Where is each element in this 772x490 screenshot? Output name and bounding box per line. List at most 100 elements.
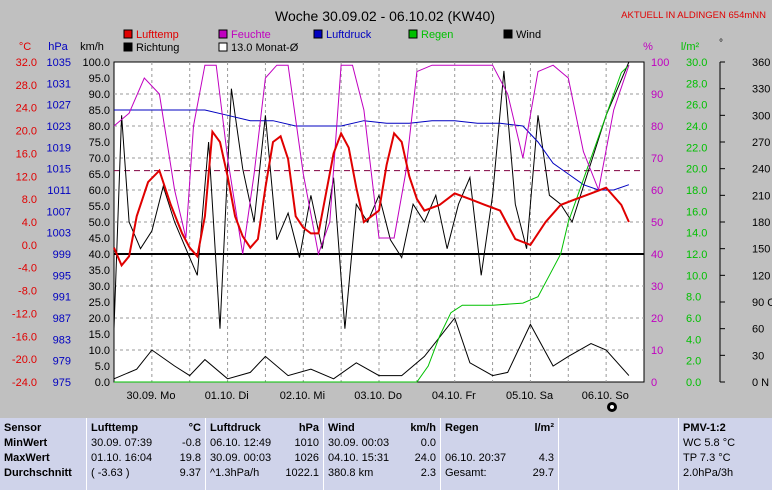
rain-tick-label: 0.0: [686, 377, 701, 389]
direction-tick-label: 0 N: [752, 377, 769, 389]
wind-min-time: 30.09. 00:03: [328, 437, 390, 449]
temp-axis-label: °C: [19, 41, 31, 53]
rain-tick-label: 6.0: [686, 313, 701, 325]
humidity-tick-label: 100: [651, 57, 669, 69]
sensor-row-min: MinWert: [4, 437, 48, 449]
regen-unit: l/m²: [534, 422, 554, 434]
legend-label: Feuchte: [231, 29, 271, 41]
legend-swatch: [123, 29, 133, 39]
rain-tick-label: 8.0: [686, 292, 701, 304]
humidity-axis-label: %: [643, 41, 653, 53]
rain-tick-label: 14.0: [686, 228, 707, 240]
temp-tick-label: -20.0: [12, 354, 37, 366]
rain-tick-label: 26.0: [686, 100, 707, 112]
axis-heads: °C hPa km/h% l/m² °: [19, 38, 723, 53]
luftdruck-unit: hPa: [298, 422, 319, 434]
weather-chart: Woche 30.09.02 - 06.10.02 (KW40) AKTUELL…: [11, 8, 772, 412]
wind-tick-label: 5.0: [95, 361, 110, 373]
pressure-tick-label: 991: [53, 292, 71, 304]
lufttemp-max-time: 01.10. 16:04: [91, 452, 153, 464]
luftdruck-min-time: 06.10. 12:49: [210, 437, 272, 449]
regen-column: Regen l/m² 06.10. 20:37 4.3 Gesamt: 29.7: [441, 418, 559, 490]
pressure-tick-label: 1027: [47, 100, 71, 112]
pressure-tick-label: 1031: [47, 78, 71, 90]
temp-tick-label: -8.0: [18, 286, 37, 298]
rain-tick-label: 10.0: [686, 270, 707, 282]
pressure-tick-label: 983: [53, 334, 71, 346]
direction-tick-label: 180 S: [752, 217, 772, 229]
scroll-marker-icon[interactable]: [607, 402, 617, 412]
pressure-tick-label: 1015: [47, 164, 71, 176]
spacer-column: [559, 418, 679, 490]
rain-tick-label: 22.0: [686, 142, 707, 154]
rain-tick-label: 20.0: [686, 164, 707, 176]
pressure-tick-label: 975: [53, 377, 71, 389]
humidity-tick-label: 70: [651, 153, 663, 165]
rain-tick-label: 18.0: [686, 185, 707, 197]
wind-tick-label: 90.0: [89, 89, 110, 101]
direction-tick-label: 360 N: [752, 57, 772, 69]
pmv-column: PMV-1:2 WC 5.8 °C TP 7.3 °C 2.0hPa/3h: [679, 418, 772, 490]
luftdruck-max-value: 1026: [294, 452, 319, 464]
humidity-tick-label: 20: [651, 313, 663, 325]
humidity-tick-label: 90: [651, 89, 663, 101]
wind-avg-value: 2.3: [420, 467, 436, 479]
temp-tick-label: 24.0: [16, 103, 37, 115]
wind-tick-label: 70.0: [89, 153, 110, 165]
sensor-header: Sensor: [4, 422, 42, 434]
x-tick-label: 30.09. Mo: [127, 390, 176, 402]
luftdruck-avg-value: 1022.1: [285, 467, 319, 479]
lufttemp-min-value: -0.8: [182, 437, 201, 449]
luftdruck-max-time: 30.09. 00:03: [210, 452, 272, 464]
regen-total-label: Gesamt:: [445, 467, 487, 479]
wind-tick-label: 35.0: [89, 265, 110, 277]
series-luftdruck: [114, 109, 630, 191]
x-tick-label: 01.10. Di: [205, 390, 249, 402]
x-axis-labels: 30.09. Mo 01.10. Di 02.10. Mi 03.10. Do 04.1…: [127, 390, 629, 402]
wind-distance: 380.8 km: [328, 467, 374, 479]
wind-tick-label: 100.0: [82, 57, 110, 69]
wind-tick-label: 85.0: [89, 105, 110, 117]
humidity-tick-label: 0: [651, 377, 657, 389]
pressure-tick-label: 987: [53, 313, 71, 325]
axis-ticks: -24.0 -20.0 -16.0 -12.0 -8.0 -4.0 0.0 4.0 8.0 12.…: [12, 57, 772, 389]
wind-tick-label: 65.0: [89, 169, 110, 181]
wind-tick-label: 40.0: [89, 249, 110, 261]
legend-swatch: [123, 42, 133, 52]
wind-unit: km/h: [410, 422, 436, 434]
humidity-tick-label: 40: [651, 249, 663, 261]
temp-tick-label: 32.0: [16, 57, 37, 69]
wind-max-time: 04.10. 15:31: [328, 452, 390, 464]
wind-tick-label: 10.0: [89, 345, 110, 357]
pressure-tick-label: 1035: [47, 57, 71, 69]
pmv-dewpoint: TP 7.3 °C: [683, 452, 731, 464]
direction-tick-label: 30: [752, 350, 764, 362]
luftdruck-min-value: 1010: [294, 437, 319, 449]
temp-tick-label: -12.0: [12, 308, 37, 320]
reference-lines: [114, 170, 644, 255]
series-feuchte: [113, 64, 630, 256]
humidity-tick-label: 80: [651, 121, 663, 133]
sensor-row-avg: Durchschnitt: [4, 467, 72, 479]
rain-tick-label: 30.0: [686, 57, 707, 69]
direction-tick-label: 90 O: [752, 297, 772, 309]
pressure-tick-label: 999: [53, 249, 71, 261]
lufttemp-unit: °C: [188, 422, 201, 434]
pressure-tick-label: 1007: [47, 206, 71, 218]
temp-tick-label: 0.0: [22, 240, 37, 252]
luftdruck-header: Luftdruck: [210, 422, 261, 434]
temp-tick-label: 4.0: [22, 217, 37, 229]
wind-tick-label: 0.0: [95, 377, 110, 389]
legend-swatch: [503, 29, 513, 39]
grid: [114, 62, 644, 382]
legend: Lufttemp Feuchte Luftdruck Regen Wind Richtun…: [123, 29, 541, 54]
wind-tick-label: 50.0: [89, 217, 110, 229]
wind-tick-label: 80.0: [89, 121, 110, 133]
legend-swatch: [218, 29, 228, 39]
pressure-tick-label: 995: [53, 270, 71, 282]
temp-tick-label: 12.0: [16, 171, 37, 183]
legend-label: Richtung: [136, 42, 179, 54]
pressure-tick-label: 1011: [47, 185, 71, 197]
direction-tick-label: 300: [752, 110, 770, 122]
legend-label: Lufttemp: [136, 29, 179, 41]
